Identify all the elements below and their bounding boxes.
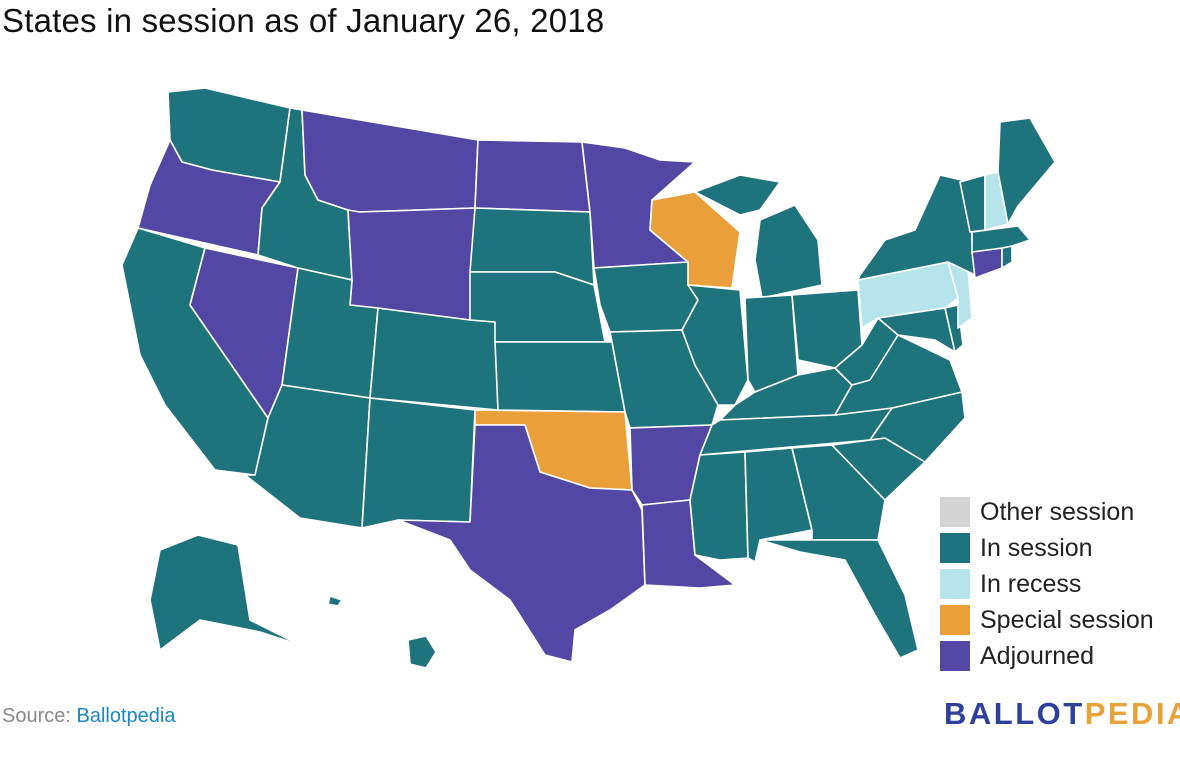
state-RI[interactable] — [1001, 245, 1013, 269]
state-MS[interactable] — [689, 451, 749, 561]
map-title: States in session as of January 26, 2018 — [2, 2, 605, 39]
state-CT[interactable] — [971, 247, 1003, 279]
logo-part-pedia: PEDIA — [1084, 696, 1180, 731]
state-WY[interactable] — [347, 207, 476, 321]
state-NY[interactable] — [857, 174, 976, 281]
legend-item-in-session: In session — [940, 530, 1154, 566]
legend-item-other: Other session — [940, 494, 1154, 530]
legend-label-in-session: In session — [980, 533, 1093, 562]
logo-part-ballot: BALLOT — [944, 696, 1085, 731]
legend: Other session In session In recess Speci… — [940, 494, 1154, 674]
source-credit: Source: Ballotpedia — [2, 705, 175, 728]
state-HI[interactable] — [407, 635, 437, 669]
state-IL[interactable] — [681, 284, 749, 406]
source-link[interactable]: Ballotpedia — [76, 705, 176, 727]
state-NC[interactable] — [831, 391, 966, 463]
state-KS[interactable] — [494, 341, 626, 413]
state-MI-UP[interactable] — [694, 174, 781, 216]
legend-label-special: Special session — [980, 605, 1154, 634]
legend-item-adjourned: Adjourned — [940, 638, 1154, 674]
state-TX[interactable] — [397, 424, 646, 663]
legend-swatch-special — [940, 605, 970, 635]
state-FL[interactable] — [759, 539, 919, 659]
state-MT[interactable] — [301, 109, 479, 221]
ballotpedia-logo[interactable]: BALLOTPEDIA — [944, 696, 1180, 732]
legend-swatch-in-session — [940, 533, 970, 563]
legend-swatch-adjourned — [940, 641, 970, 671]
state-MA[interactable] — [971, 225, 1031, 253]
state-CO[interactable] — [369, 307, 499, 411]
legend-label-other: Other session — [980, 497, 1135, 526]
legend-swatch-in-recess — [940, 569, 970, 599]
legend-item-in-recess: In recess — [940, 566, 1154, 602]
legend-item-special: Special session — [940, 602, 1154, 638]
legend-swatch-other — [940, 497, 970, 527]
legend-label-adjourned: Adjourned — [980, 641, 1094, 670]
state-MI[interactable] — [754, 204, 823, 299]
legend-label-in-recess: In recess — [980, 569, 1082, 598]
source-prefix: Source: — [2, 705, 77, 727]
state-ME[interactable] — [997, 117, 1056, 225]
state-ND[interactable] — [474, 139, 591, 213]
state-IA[interactable] — [593, 261, 699, 333]
state-AK[interactable] — [149, 534, 301, 651]
state-NM[interactable] — [361, 397, 476, 529]
state-HI-islands[interactable] — [327, 595, 343, 607]
